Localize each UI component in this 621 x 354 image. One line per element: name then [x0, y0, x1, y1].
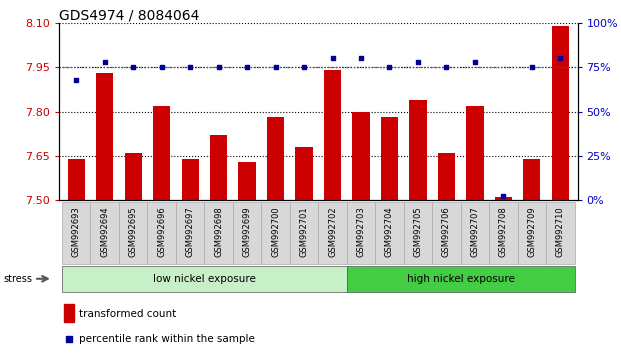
Bar	[90, 202, 119, 264]
Point	[99, 59, 109, 65]
Point	[470, 59, 480, 65]
Point	[499, 194, 509, 199]
Point	[271, 64, 281, 70]
Point	[242, 64, 252, 70]
Point	[64, 336, 74, 342]
Text: GSM992707: GSM992707	[471, 206, 479, 257]
Text: GSM992702: GSM992702	[328, 206, 337, 257]
Point	[128, 64, 138, 70]
Bar	[267, 118, 284, 200]
Point	[156, 64, 166, 70]
Point	[185, 64, 195, 70]
Text: GDS4974 / 8084064: GDS4974 / 8084064	[59, 9, 199, 23]
Bar	[438, 153, 455, 200]
Bar	[238, 162, 256, 200]
Point	[555, 56, 565, 61]
Bar	[375, 202, 404, 264]
Bar	[324, 70, 341, 200]
Point	[299, 64, 309, 70]
Text: GSM992701: GSM992701	[299, 206, 309, 257]
Text: transformed count: transformed count	[79, 308, 176, 319]
Text: GSM992705: GSM992705	[414, 206, 422, 257]
Bar	[518, 202, 546, 264]
Bar	[495, 197, 512, 200]
Bar	[204, 202, 233, 264]
Bar	[381, 118, 398, 200]
Text: GSM992710: GSM992710	[556, 206, 565, 257]
Text: high nickel exposure: high nickel exposure	[407, 274, 515, 284]
Text: GSM992696: GSM992696	[157, 206, 166, 257]
Point	[327, 56, 337, 61]
Bar	[404, 202, 432, 264]
Bar	[125, 153, 142, 200]
Point	[527, 64, 537, 70]
Bar	[96, 73, 113, 200]
Text: stress: stress	[3, 274, 32, 284]
Bar	[466, 105, 484, 200]
Point	[413, 59, 423, 65]
Bar	[62, 266, 347, 292]
Point	[214, 64, 224, 70]
Bar	[290, 202, 318, 264]
Text: low nickel exposure: low nickel exposure	[153, 274, 256, 284]
Bar	[461, 202, 489, 264]
Point	[71, 77, 81, 82]
Bar	[409, 100, 427, 200]
Bar	[233, 202, 261, 264]
Text: GSM992709: GSM992709	[527, 206, 537, 257]
Bar	[552, 26, 569, 200]
Bar	[261, 202, 290, 264]
Bar	[546, 202, 574, 264]
Point	[384, 64, 394, 70]
Text: GSM992708: GSM992708	[499, 206, 508, 257]
Bar	[153, 105, 170, 200]
Bar	[210, 135, 227, 200]
Bar	[62, 202, 90, 264]
Bar	[318, 202, 347, 264]
Text: GSM992699: GSM992699	[243, 206, 252, 257]
Text: GSM992697: GSM992697	[186, 206, 194, 257]
Text: GSM992693: GSM992693	[71, 206, 81, 257]
Text: GSM992703: GSM992703	[356, 206, 366, 257]
Text: GSM992698: GSM992698	[214, 206, 223, 257]
Bar	[147, 202, 176, 264]
Text: GSM992706: GSM992706	[442, 206, 451, 257]
Bar	[353, 112, 369, 200]
Text: GSM992700: GSM992700	[271, 206, 280, 257]
Bar	[68, 159, 84, 200]
Bar	[347, 266, 574, 292]
Point	[356, 56, 366, 61]
Bar	[296, 147, 312, 200]
Bar	[489, 202, 518, 264]
Bar	[119, 202, 147, 264]
Bar	[524, 159, 540, 200]
Text: GSM992695: GSM992695	[129, 206, 138, 257]
Bar	[347, 202, 375, 264]
Bar	[176, 202, 204, 264]
Text: GSM992704: GSM992704	[385, 206, 394, 257]
Text: GSM992694: GSM992694	[100, 206, 109, 257]
Bar	[181, 159, 199, 200]
Point	[442, 64, 451, 70]
Bar	[432, 202, 461, 264]
Text: percentile rank within the sample: percentile rank within the sample	[79, 334, 255, 344]
Bar	[64, 304, 73, 322]
